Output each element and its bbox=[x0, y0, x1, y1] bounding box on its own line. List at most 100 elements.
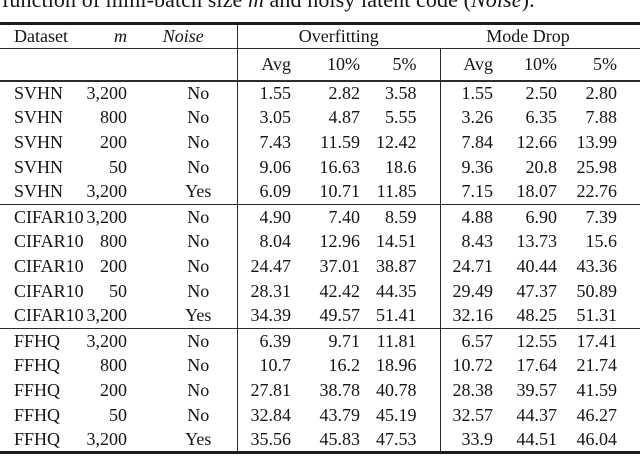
cell-mode-drop-5pct: 51.31 bbox=[576, 305, 618, 326]
cell-mode-drop-5pct: 2.80 bbox=[585, 82, 618, 103]
cell-overfitting-5pct: 18.96 bbox=[376, 355, 417, 376]
cell-mode-drop-10pct: 6.35 bbox=[525, 107, 558, 128]
cell-dataset: CIFAR10 bbox=[14, 231, 84, 252]
cell-overfitting-avg: 32.84 bbox=[236, 402, 300, 428]
cell-noise: No bbox=[130, 327, 237, 354]
group-header-mode-drop: Mode Drop bbox=[440, 23, 640, 49]
cell-mode-drop-5pct: 46.04 bbox=[576, 428, 618, 449]
cell-dataset: SVHN bbox=[14, 82, 64, 103]
cell-mode-drop-5pct: 17.41 bbox=[560, 327, 640, 354]
cell-overfitting-avg: 8.04 bbox=[236, 229, 300, 255]
table-row: SVHN 3,200 Yes 6.09 10.71 11.85 7.15 18.… bbox=[0, 179, 640, 205]
cell-dataset: FFHQ bbox=[14, 428, 61, 449]
caption: function of mini-batch size m and noisy … bbox=[0, 0, 640, 15]
table-row: FFHQ 3,200 No 6.39 9.71 11.81 6.57 12.55… bbox=[0, 327, 640, 354]
table-row: CIFAR10 3,200 No 4.90 7.40 8.59 4.88 6.9… bbox=[0, 203, 640, 230]
cell-mode-drop-avg: 10.72 bbox=[439, 353, 500, 379]
cell-mode-drop-5pct: 25.98 bbox=[576, 156, 618, 177]
caption-suffix: ). bbox=[522, 0, 535, 12]
cell-mode-drop-avg: 6.57 bbox=[439, 327, 500, 354]
cell-overfitting-10pct: 38.78 bbox=[319, 379, 361, 400]
cell-overfitting-5pct: 3.58 bbox=[385, 82, 417, 103]
col-header-noise: Noise bbox=[130, 23, 237, 49]
cell-mode-drop-10pct: 20.8 bbox=[525, 156, 558, 177]
cell-mode-drop-avg: 8.43 bbox=[439, 229, 500, 255]
empty-header-cell bbox=[130, 48, 237, 82]
cell-mode-drop-avg: 9.36 bbox=[439, 154, 500, 180]
empty-header-cell bbox=[80, 48, 130, 82]
cell-dataset: FFHQ bbox=[14, 379, 61, 400]
cell-noise: No bbox=[187, 404, 210, 425]
cell-overfitting-10pct: 42.42 bbox=[319, 280, 361, 301]
cell-batch-size: 50 bbox=[109, 156, 127, 177]
cell-batch-size: 200 bbox=[100, 379, 127, 400]
cell-overfitting-avg: 6.09 bbox=[236, 179, 300, 205]
cell-batch-size: 3,200 bbox=[80, 203, 130, 230]
cell-mode-drop-10pct: 44.37 bbox=[516, 404, 558, 425]
cell-batch-size: 800 bbox=[100, 355, 127, 376]
table-row: SVHN 800 No 3.05 4.87 5.55 3.26 6.35 7.8… bbox=[0, 105, 640, 131]
cell-overfitting-5pct: 8.59 bbox=[365, 203, 440, 230]
table-header: Dataset m Noise Overfitting Mode Drop Av… bbox=[0, 23, 640, 82]
cell-overfitting-5pct: 51.41 bbox=[376, 305, 417, 326]
cell-mode-drop-avg: 32.57 bbox=[439, 402, 500, 428]
cell-noise: No bbox=[130, 203, 237, 230]
col-header-m: m bbox=[80, 23, 130, 49]
empty-header-cell bbox=[0, 48, 80, 82]
table-row: SVHN 3,200 No 1.55 2.82 3.58 1.55 2.50 2… bbox=[0, 80, 640, 106]
cell-overfitting-10pct: 9.71 bbox=[300, 327, 365, 354]
cell-dataset: SVHN bbox=[14, 156, 64, 177]
cell-batch-size: 3,200 bbox=[86, 428, 128, 449]
cell-dataset: CIFAR10 bbox=[14, 255, 84, 276]
cell-mode-drop-5pct: 21.74 bbox=[576, 355, 618, 376]
cell-overfitting-5pct: 38.87 bbox=[376, 255, 417, 276]
cell-mode-drop-10pct: 47.37 bbox=[516, 280, 558, 301]
cell-mode-drop-5pct: 13.99 bbox=[576, 131, 618, 152]
cell-overfitting-5pct: 11.81 bbox=[365, 327, 440, 354]
subheader-mode-drop-avg: Avg bbox=[439, 48, 500, 82]
cell-overfitting-10pct: 43.79 bbox=[319, 404, 361, 425]
cell-overfitting-10pct: 16.63 bbox=[319, 156, 361, 177]
cell-dataset: SVHN bbox=[14, 131, 64, 152]
cell-batch-size: 3,200 bbox=[86, 305, 128, 326]
cell-overfitting-10pct: 4.87 bbox=[328, 107, 361, 128]
cell-overfitting-avg: 27.81 bbox=[236, 378, 300, 403]
cell-overfitting-5pct: 44.35 bbox=[376, 280, 417, 301]
cell-dataset: CIFAR10 bbox=[14, 305, 84, 326]
table-body: SVHN 3,200 No 1.55 2.82 3.58 1.55 2.50 2… bbox=[0, 80, 640, 453]
cell-batch-size: 200 bbox=[100, 131, 127, 152]
cell-overfitting-avg: 9.06 bbox=[236, 154, 300, 180]
cell-dataset: SVHN bbox=[14, 181, 64, 202]
cell-batch-size: 200 bbox=[100, 255, 127, 276]
cell-batch-size: 800 bbox=[100, 107, 127, 128]
table-row: CIFAR10 50 No 28.31 42.42 44.35 29.49 47… bbox=[0, 278, 640, 304]
cell-mode-drop-avg: 33.9 bbox=[439, 427, 500, 453]
cell-mode-drop-5pct: 41.59 bbox=[576, 379, 618, 400]
cell-noise: No bbox=[187, 156, 210, 177]
cell-dataset: FFHQ bbox=[14, 404, 61, 425]
cell-mode-drop-avg: 24.71 bbox=[439, 254, 500, 279]
cell-mode-drop-10pct: 40.44 bbox=[516, 255, 558, 276]
table-row: FFHQ 200 No 27.81 38.78 40.78 28.38 39.5… bbox=[0, 378, 640, 403]
cell-noise: No bbox=[187, 255, 210, 276]
cell-overfitting-10pct: 45.83 bbox=[319, 428, 361, 449]
subheader-overfitting-5pct: 5% bbox=[365, 48, 440, 82]
cell-mode-drop-10pct: 13.73 bbox=[516, 231, 558, 252]
cell-overfitting-10pct: 37.01 bbox=[319, 255, 361, 276]
cell-overfitting-avg: 35.56 bbox=[236, 427, 300, 453]
cell-mode-drop-10pct: 2.50 bbox=[525, 82, 558, 103]
cell-noise: Yes bbox=[185, 428, 212, 449]
header-row-groups: Dataset m Noise Overfitting Mode Drop bbox=[0, 23, 640, 49]
cell-mode-drop-10pct: 44.51 bbox=[516, 428, 558, 449]
cell-mode-drop-5pct: 22.76 bbox=[576, 181, 618, 202]
cell-overfitting-10pct: 10.71 bbox=[319, 181, 361, 202]
table-row: SVHN 200 No 7.43 11.59 12.42 7.84 12.66 … bbox=[0, 130, 640, 155]
cell-overfitting-5pct: 45.19 bbox=[376, 404, 417, 425]
cell-mode-drop-5pct: 46.27 bbox=[576, 404, 618, 425]
subheader-mode-drop-10pct: 10% bbox=[500, 48, 560, 82]
cell-batch-size: 50 bbox=[109, 280, 127, 301]
cell-dataset: FFHQ bbox=[0, 327, 80, 354]
cell-mode-drop-5pct: 7.88 bbox=[585, 107, 618, 128]
group-header-overfitting: Overfitting bbox=[236, 23, 440, 49]
cell-overfitting-5pct: 47.53 bbox=[376, 428, 417, 449]
